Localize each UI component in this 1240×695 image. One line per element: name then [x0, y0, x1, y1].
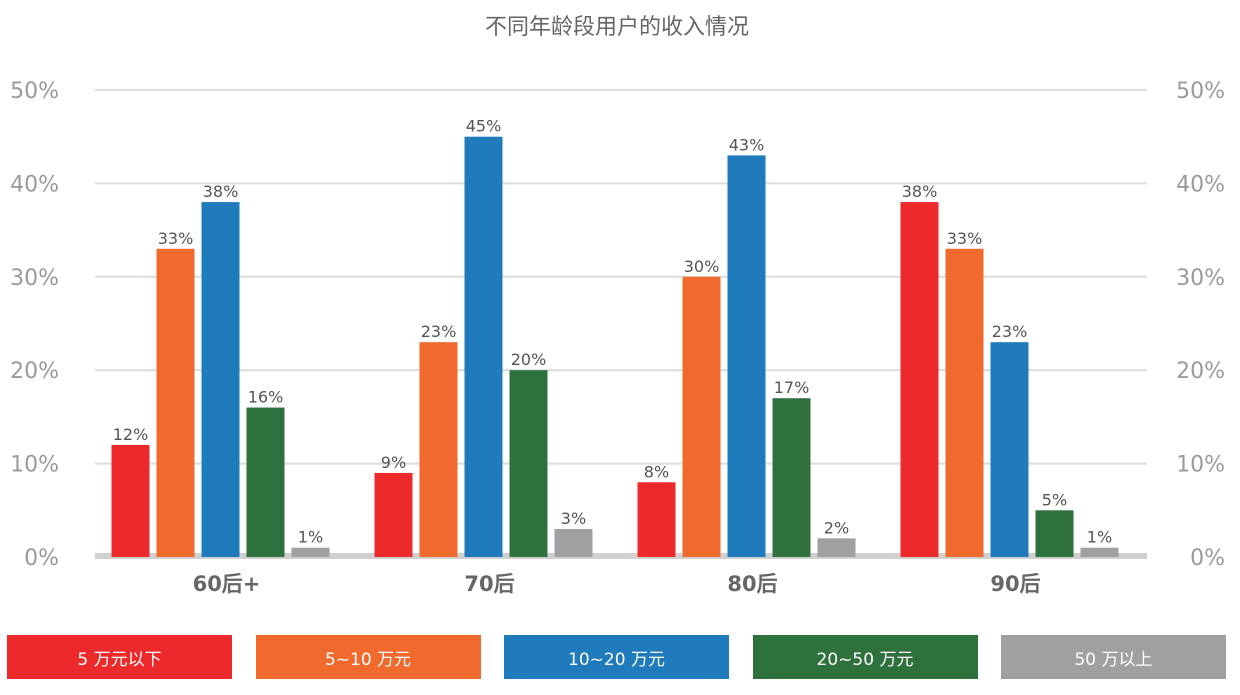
- bar-data-label: 12%: [113, 425, 149, 444]
- bar: [683, 277, 721, 557]
- bar-data-label: 1%: [298, 528, 323, 547]
- y-tick-label-right: 20%: [1176, 359, 1225, 384]
- legend-item: 20~50 万元: [753, 635, 978, 679]
- bar: [247, 408, 285, 557]
- y-tick-label-left: 20%: [10, 359, 59, 384]
- legend-item: 50 万以上: [1001, 635, 1226, 679]
- bar-data-label: 2%: [824, 518, 849, 537]
- bar-data-label: 9%: [381, 453, 406, 472]
- bar-data-label: 38%: [902, 182, 938, 201]
- bar: [946, 249, 984, 557]
- bar-data-label: 33%: [947, 229, 983, 248]
- bar-data-label: 20%: [511, 350, 547, 369]
- bar: [510, 370, 548, 557]
- x-category-label: 70后: [464, 572, 514, 596]
- y-tick-label-right: 0%: [1190, 546, 1225, 571]
- bar: [901, 202, 939, 557]
- x-category-label: 60后+: [193, 572, 261, 596]
- bar-data-label: 17%: [774, 378, 810, 397]
- bar: [638, 482, 676, 557]
- x-category-label: 90后: [990, 572, 1040, 596]
- bar: [555, 529, 593, 557]
- bar: [112, 445, 150, 557]
- y-tick-label-right: 40%: [1176, 172, 1225, 197]
- bar-data-label: 43%: [729, 135, 765, 154]
- bar: [292, 548, 330, 557]
- legend-item: 5 万元以下: [7, 635, 232, 679]
- bar-data-label: 3%: [561, 509, 586, 528]
- chart-root: 不同年龄段用户的收入情况 0% 0% 10% 10% 20% 20% 30% 30% 40% 40…: [0, 0, 1240, 695]
- y-tick-label-left: 40%: [10, 172, 59, 197]
- bar-data-label: 33%: [158, 229, 194, 248]
- bar: [1036, 510, 1074, 557]
- bar-data-label: 38%: [203, 182, 239, 201]
- bar: [991, 342, 1029, 557]
- y-tick-label-left: 50%: [10, 79, 59, 104]
- bar: [818, 538, 856, 557]
- bar-data-label: 30%: [684, 257, 720, 276]
- x-category-label: 80后: [727, 572, 777, 596]
- bar-data-label: 23%: [992, 322, 1028, 341]
- chart-title: 不同年龄段用户的收入情况: [485, 15, 749, 40]
- legend-item: 5~10 万元: [256, 635, 481, 679]
- bar: [728, 155, 766, 557]
- bar-data-label: 8%: [644, 462, 669, 481]
- y-tick-label-right: 30%: [1176, 266, 1225, 291]
- bar: [773, 398, 811, 557]
- bar-data-label: 1%: [1087, 528, 1112, 547]
- y-tick-label-left: 30%: [10, 266, 59, 291]
- bar-chart: 不同年龄段用户的收入情况 0% 0% 10% 10% 20% 20% 30% 30% 40% 40…: [0, 0, 1240, 620]
- bar: [157, 249, 195, 557]
- bar-data-label: 45%: [466, 117, 502, 136]
- y-tick-label-left: 10%: [10, 453, 59, 478]
- bar: [202, 202, 240, 557]
- bar: [420, 342, 458, 557]
- legend-item: 10~20 万元: [504, 635, 729, 679]
- bar-data-label: 23%: [421, 322, 457, 341]
- y-tick-label-left: 0%: [24, 546, 59, 571]
- y-tick-label-right: 50%: [1176, 79, 1225, 104]
- y-tick-label-right: 10%: [1176, 453, 1225, 478]
- bar-data-label: 16%: [248, 388, 284, 407]
- bar: [465, 137, 503, 557]
- bar-data-label: 5%: [1042, 490, 1067, 509]
- bar: [375, 473, 413, 557]
- bar: [1081, 548, 1119, 557]
